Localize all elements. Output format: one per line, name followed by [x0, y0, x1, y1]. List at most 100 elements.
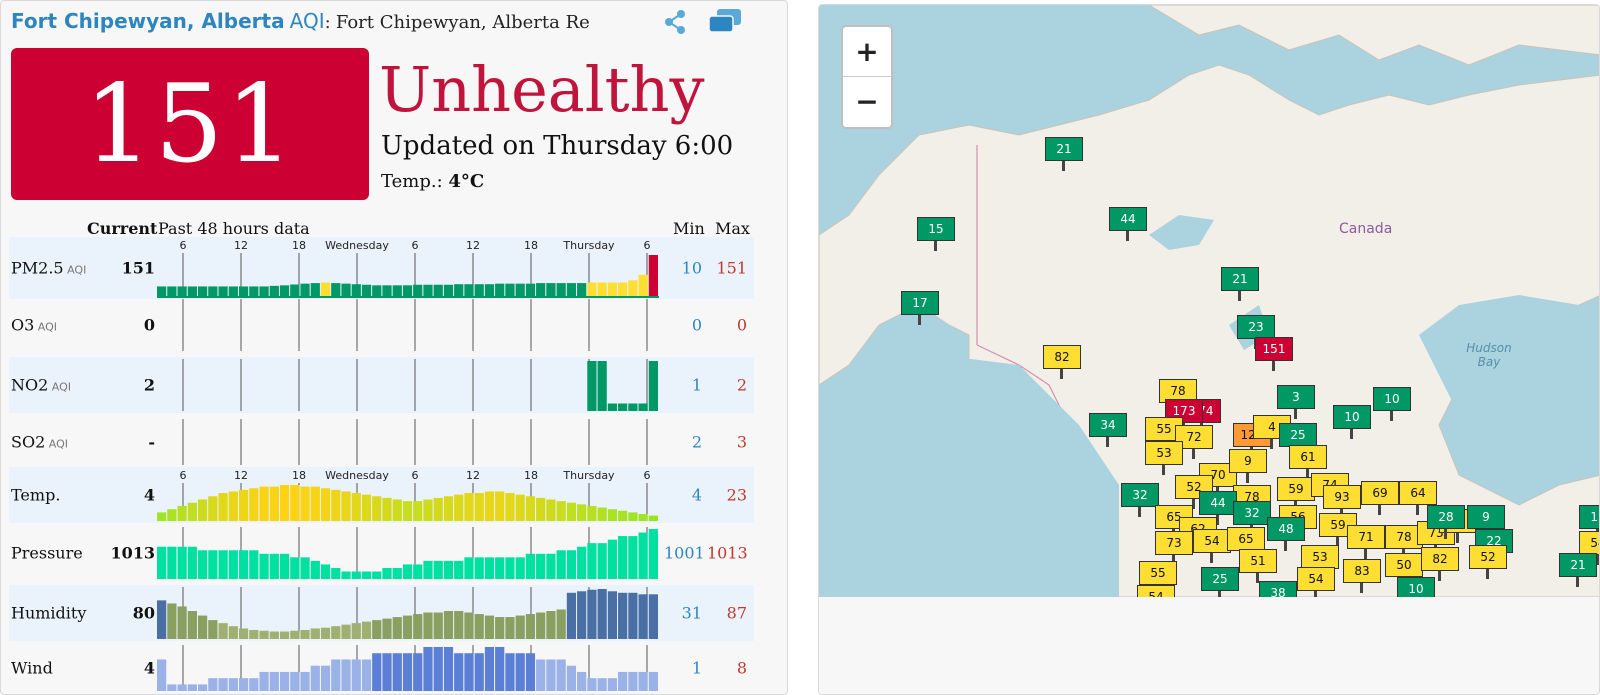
chart-bar	[218, 623, 228, 639]
map-label-canada: Canada	[1339, 221, 1393, 237]
chart-bar	[259, 630, 269, 639]
param-max: 8	[736, 658, 747, 678]
param-current: 2	[143, 375, 155, 395]
aqi-marker-value: 83	[1343, 559, 1381, 583]
title-colon: :	[324, 12, 331, 33]
chart-bar	[372, 571, 382, 579]
param-max: 2	[736, 375, 747, 395]
history-row: PM2.5 AQI 151 10 151 6 12 18 Wednesday 6 12 18 Thur…	[9, 237, 754, 299]
chart-bar	[423, 499, 433, 521]
chart-bar	[218, 550, 228, 579]
chart-bar	[310, 665, 320, 691]
chart-bar	[177, 684, 187, 691]
zoom-out-button[interactable]: −	[855, 85, 879, 118]
tick-label: 6	[180, 239, 187, 252]
chart-bar	[382, 567, 392, 579]
tick-label: Thursday	[562, 239, 615, 252]
aqi-marker-stem	[1060, 369, 1063, 379]
aqi-marker-value: 21	[1221, 267, 1259, 291]
param-current: -	[148, 432, 155, 452]
chart-bar	[597, 282, 607, 297]
chart-bar	[269, 486, 279, 521]
tick-label: 6	[644, 239, 651, 252]
chart-bar	[218, 493, 228, 521]
chart-bar	[228, 626, 238, 639]
chart-bar	[484, 557, 495, 579]
chart-bar	[484, 491, 495, 521]
param-name: Pressure	[11, 544, 83, 563]
param-chart[interactable]: 6 12 18 Wednesday 6 12 18 Thursday 6	[157, 467, 659, 523]
chart-bar	[177, 546, 187, 579]
chart-bar	[177, 505, 187, 521]
aqi-marker-stem	[1444, 529, 1447, 539]
chart-bar	[331, 567, 341, 579]
aqi-marker-stem	[1246, 473, 1249, 483]
chart-bar	[208, 678, 218, 691]
chart-bar	[607, 509, 618, 521]
chart-bar	[238, 286, 249, 297]
chart-bar	[443, 611, 454, 639]
chart-bar	[577, 283, 587, 297]
header-past: Past 48 hours data	[158, 219, 310, 238]
aqi-marker-stem	[1416, 505, 1419, 515]
chart-bar	[300, 629, 310, 639]
chart-bar	[515, 557, 525, 579]
aqi-marker-stem	[1284, 541, 1287, 551]
aqi-marker-value: 65	[1227, 527, 1265, 551]
chart-bar	[197, 550, 208, 579]
aqi-marker-value: 17	[901, 291, 939, 315]
chart-bar	[331, 283, 341, 297]
param-chart[interactable]	[157, 357, 659, 413]
zoom-in-button[interactable]: +	[843, 27, 891, 77]
chart-bar	[587, 282, 597, 297]
param-chart[interactable]	[157, 417, 659, 467]
aqi-map[interactable]: Canada Hudson Bay 2115441721231518278174…	[819, 5, 1599, 597]
city-link[interactable]: Fort Chipewyan, Alberta	[11, 9, 285, 33]
param-chart[interactable]: 6 12 18 Wednesday 6 12 18 Thursday 6	[157, 237, 659, 299]
chart-bar	[495, 283, 505, 297]
windows-icon[interactable]	[707, 7, 743, 39]
chart-bar	[423, 612, 433, 639]
chart-bar	[495, 491, 505, 521]
station-title-row: Fort Chipewyan, Alberta AQI: Fort Chipew…	[11, 9, 771, 39]
history-row: SO2 AQI - 2 3	[9, 417, 754, 467]
aqi-marker-value: 25	[1201, 567, 1239, 591]
chart-bar	[351, 284, 361, 297]
chart-bar	[197, 615, 208, 639]
chart-bar	[382, 497, 392, 521]
share-icon[interactable]	[661, 7, 689, 41]
chart-bar	[577, 591, 587, 639]
chart-bar	[628, 280, 638, 297]
hudson-bay	[1419, 295, 1599, 475]
param-chart[interactable]	[157, 525, 659, 581]
chart-bar	[218, 286, 228, 297]
param-label: Temp.	[11, 485, 61, 505]
aqi-marker-stem	[1270, 439, 1273, 449]
param-unit: AQI	[48, 380, 72, 394]
chart-bar	[382, 285, 392, 297]
param-chart[interactable]	[157, 297, 659, 353]
temp-label: Temp.:	[381, 171, 443, 192]
param-label: O3	[11, 315, 35, 335]
chart-bar	[392, 499, 402, 521]
chart-bar	[546, 283, 556, 297]
chart-bar	[546, 499, 556, 521]
chart-bar	[259, 486, 269, 521]
chart-bar	[484, 647, 495, 691]
chart-bar	[402, 615, 413, 639]
map-panel[interactable]: Canada Hudson Bay 2115441721231518278174…	[818, 4, 1600, 695]
param-max: 0	[736, 315, 747, 335]
aqi-marker-value: 52	[1469, 545, 1507, 569]
aqi-link[interactable]: AQI	[289, 9, 325, 33]
param-label: Wind	[11, 658, 53, 678]
param-name: Temp.	[11, 486, 60, 505]
chart-bar	[392, 285, 402, 297]
chart-bar	[187, 684, 197, 691]
aqi-marker-value: 93	[1323, 485, 1361, 509]
map-label-hudson: Hudson Bay	[1466, 341, 1512, 369]
param-chart[interactable]	[157, 643, 659, 693]
param-chart[interactable]	[157, 585, 659, 641]
chart-bar	[320, 488, 331, 521]
chart-bar	[331, 659, 341, 691]
chart-bar	[443, 647, 454, 691]
